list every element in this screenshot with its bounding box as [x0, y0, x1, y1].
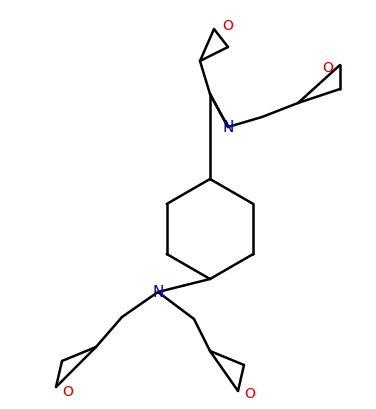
- Text: N: N: [152, 285, 164, 300]
- Text: O: O: [323, 61, 334, 75]
- Text: O: O: [223, 19, 233, 33]
- Text: N: N: [222, 120, 234, 135]
- Text: O: O: [62, 384, 73, 398]
- Text: O: O: [244, 386, 255, 400]
